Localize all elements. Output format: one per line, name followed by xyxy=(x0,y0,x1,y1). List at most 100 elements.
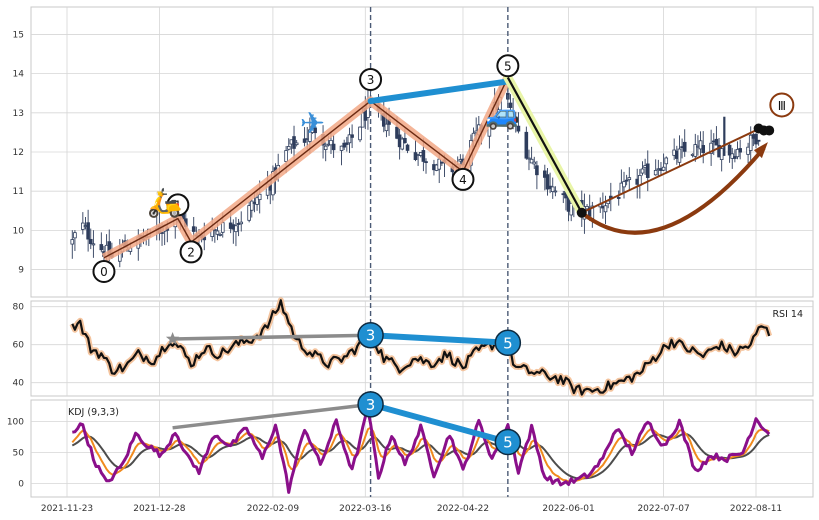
correction-line xyxy=(506,77,583,214)
candle-body xyxy=(70,239,75,245)
candle-body xyxy=(661,166,666,171)
candle-body xyxy=(88,238,93,245)
candle-body xyxy=(218,234,222,236)
candle-body xyxy=(513,118,518,122)
rsi-panel-label: RSI 14 xyxy=(772,309,803,320)
candle-body xyxy=(395,126,399,139)
badge-text: 5 xyxy=(503,334,513,352)
wave-label-text: 0 xyxy=(100,265,108,279)
rsi-panel: RSI 14 xyxy=(69,297,803,398)
candle-body xyxy=(677,148,682,163)
rsi-badge-5: 5 xyxy=(494,329,522,357)
candle-body xyxy=(342,142,346,148)
x-tick-label: 2022-02-09 xyxy=(247,504,300,514)
candle-body xyxy=(302,138,307,143)
kdj-badge-5: 5 xyxy=(494,428,522,456)
candle-body xyxy=(622,181,626,188)
candle-body xyxy=(624,179,629,182)
rsi-y-tick-label: 60 xyxy=(13,341,25,351)
candle-body xyxy=(358,126,362,141)
wave-label-circle xyxy=(179,240,203,264)
price-y-tick-label: 13 xyxy=(13,109,24,119)
wave-label-2: 2 xyxy=(179,240,203,264)
kdj-y-tick-label: 0 xyxy=(18,479,24,489)
wave-label-circle xyxy=(166,193,190,217)
candle-body xyxy=(86,222,90,240)
candle-body xyxy=(308,129,312,142)
rsi-badge-3: 3 xyxy=(357,321,384,349)
candle-body xyxy=(220,222,225,233)
candle-body xyxy=(403,137,407,144)
candle-body xyxy=(323,145,328,151)
candle-body xyxy=(545,174,550,190)
badge-circle xyxy=(494,329,522,357)
candle-body xyxy=(754,133,758,145)
candle-body xyxy=(524,131,529,159)
recovery-line xyxy=(581,125,765,214)
price-annotations: 0 1 2 3 4 5 Ⅲ 🛵 ✈ 🚙 xyxy=(92,54,795,284)
wave-label-circle xyxy=(92,260,116,284)
x-tick-label: 2022-08-11 xyxy=(730,504,782,514)
candle-body xyxy=(313,127,317,134)
candle-body xyxy=(255,197,259,205)
candle-body xyxy=(400,138,405,150)
candle-body xyxy=(437,158,442,170)
candle-body xyxy=(234,225,238,233)
candle-body xyxy=(640,168,645,174)
candle-body xyxy=(345,142,349,145)
wave-label-circle xyxy=(496,54,520,78)
car-icon: 🚙 xyxy=(485,98,520,131)
roman-wave-circle xyxy=(769,92,795,118)
wave-label-text: 4 xyxy=(459,173,467,187)
candle-body xyxy=(284,150,288,162)
candle-body xyxy=(215,230,220,235)
rsi-y-tick-label: 40 xyxy=(13,379,25,389)
wave-label-circle xyxy=(451,167,475,191)
wave-label-1: 1 xyxy=(166,193,190,217)
candle-body xyxy=(292,136,296,149)
kdj-panel-label: KDJ (9,3,3) xyxy=(68,407,119,418)
kdj-panel: KDJ (9,3,3) xyxy=(68,401,771,494)
candle-body xyxy=(709,142,713,154)
candle-body xyxy=(616,196,621,199)
candle-body xyxy=(653,170,658,176)
candle-body xyxy=(516,125,521,132)
wave-label-text: 2 xyxy=(187,245,195,259)
kdj-y-tick-label: 50 xyxy=(13,449,25,459)
candle-body xyxy=(247,205,251,221)
candle-body xyxy=(239,221,244,225)
wave-line xyxy=(103,77,509,259)
candle-body xyxy=(701,145,706,154)
candle-body xyxy=(527,157,531,160)
x-tick-label: 2021-12-28 xyxy=(133,504,186,514)
candle-body xyxy=(627,177,632,181)
candle-body xyxy=(508,102,513,108)
candle-body xyxy=(550,186,555,193)
x-tick-label: 2021-11-23 xyxy=(41,504,93,514)
x-tick-label: 2022-03-16 xyxy=(339,504,392,514)
wave-label-0: 0 xyxy=(92,260,116,284)
candle-body xyxy=(91,243,96,246)
rsi-y-tick-label: 80 xyxy=(13,303,25,313)
badge-text: 3 xyxy=(366,396,376,414)
candle-body xyxy=(424,161,428,164)
badge-circle xyxy=(357,321,384,349)
candle-body xyxy=(664,157,669,165)
candle-body xyxy=(413,152,418,161)
candle-body xyxy=(730,153,735,159)
wave-label-text: 1 xyxy=(174,198,182,212)
candle-body xyxy=(553,190,558,193)
candle-body xyxy=(693,144,698,157)
candle-body xyxy=(347,134,352,144)
x-tick-label: 2022-04-22 xyxy=(437,504,489,514)
pivot-dot xyxy=(764,125,775,136)
wave-label-3: 3 xyxy=(359,68,383,91)
candle-body xyxy=(99,244,104,251)
candle-body xyxy=(529,158,534,164)
candle-body xyxy=(733,156,737,159)
price-y-tick-label: 11 xyxy=(13,187,24,197)
candle-body xyxy=(339,145,344,151)
wave-label-5: 5 xyxy=(496,54,520,78)
candle-body xyxy=(249,200,254,211)
